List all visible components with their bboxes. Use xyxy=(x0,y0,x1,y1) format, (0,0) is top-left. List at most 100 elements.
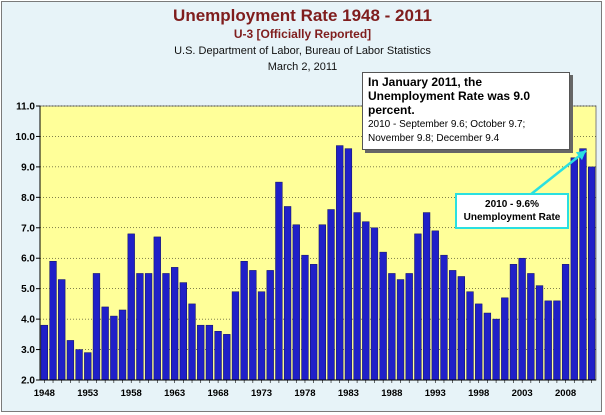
callout-arrow xyxy=(529,149,587,196)
bar xyxy=(561,264,570,381)
bar xyxy=(518,257,526,381)
bar xyxy=(171,267,179,381)
callout-january-2011: In January 2011, the Unemployment Rate w… xyxy=(362,72,570,150)
x-tick-label: 1958 xyxy=(121,388,142,399)
bar xyxy=(257,291,266,381)
x-tick-label: 1953 xyxy=(77,388,98,399)
y-tick-label: 6.0 xyxy=(21,254,35,265)
bar xyxy=(570,157,578,381)
bar xyxy=(205,324,214,381)
bar xyxy=(153,236,161,381)
callout-main-heading: In January 2011, the Unemployment Rate w… xyxy=(368,75,531,117)
callout-small-line1: 2010 - 9.6% xyxy=(485,199,539,210)
y-tick-label: 3.0 xyxy=(21,345,35,356)
bar xyxy=(318,224,326,381)
bar xyxy=(535,285,544,381)
x-tick-label: 1968 xyxy=(208,388,229,399)
bar xyxy=(336,145,344,381)
bar xyxy=(353,212,361,381)
bar xyxy=(588,166,596,381)
y-tick-label: 2.0 xyxy=(21,376,35,387)
callout-2010-rate: 2010 - 9.6% Unemployment Rate xyxy=(455,193,569,229)
x-tick-label: 1993 xyxy=(425,388,446,399)
y-tick-label: 10.0 xyxy=(16,132,36,143)
bar xyxy=(92,273,101,381)
bar xyxy=(344,148,353,381)
bar xyxy=(449,270,457,381)
y-tick-label: 11.0 xyxy=(16,102,35,113)
callout-main-detail: 2010 - September 9.6; October 9.7; Novem… xyxy=(368,119,526,144)
bar xyxy=(292,224,300,381)
bar xyxy=(579,148,587,381)
y-tick-label: 5.0 xyxy=(21,284,35,295)
x-tick-label: 1948 xyxy=(34,388,55,399)
chart-source: U.S. Department of Labor, Bureau of Labo… xyxy=(174,45,431,57)
bar xyxy=(396,279,405,381)
bar xyxy=(501,297,509,381)
bar xyxy=(431,230,439,381)
bar xyxy=(370,227,379,381)
bar xyxy=(118,309,127,381)
bar xyxy=(553,300,561,381)
x-tick-label: 1978 xyxy=(294,388,315,399)
bar xyxy=(231,291,240,381)
x-tick-label: 1973 xyxy=(251,388,272,399)
x-tick-label: 1988 xyxy=(381,388,402,399)
x-tick-label: 1983 xyxy=(338,388,359,399)
x-tick-label: 2008 xyxy=(555,388,576,399)
bar xyxy=(144,273,153,381)
bar xyxy=(440,254,448,381)
bar xyxy=(527,273,535,381)
y-tick-label: 9.0 xyxy=(21,162,35,173)
bar xyxy=(422,212,431,381)
bar xyxy=(544,300,552,381)
bar xyxy=(162,273,170,381)
bar xyxy=(509,264,518,381)
bar xyxy=(405,273,413,381)
chart-date: March 2, 2011 xyxy=(267,61,338,73)
bar xyxy=(110,315,118,381)
y-tick-label: 7.0 xyxy=(21,223,35,234)
bar xyxy=(483,312,492,381)
bar xyxy=(301,254,309,381)
chart-title: Unemployment Rate 1948 - 2011 xyxy=(173,6,432,25)
bar xyxy=(414,233,422,381)
bar xyxy=(275,181,283,381)
x-tick-label: 2003 xyxy=(512,388,533,399)
bar xyxy=(310,264,318,381)
bar xyxy=(179,282,187,381)
bar xyxy=(327,209,335,381)
bar xyxy=(40,324,48,381)
bar xyxy=(214,331,222,381)
bars xyxy=(40,145,596,381)
callout-small-line2: Unemployment Rate xyxy=(463,212,561,223)
bar xyxy=(127,233,135,381)
bar xyxy=(84,352,92,381)
bar xyxy=(188,303,196,381)
y-axis: 2.0 3.0 4.0 5.0 6.0 7.0 8.0 9.0 10.0 11.0 xyxy=(16,102,41,387)
bar xyxy=(283,206,292,381)
bar xyxy=(475,303,483,381)
chart-subtitle: U-3 [Officially Reported] xyxy=(233,27,372,41)
bar xyxy=(58,279,66,381)
bar xyxy=(457,276,465,381)
y-tick-label: 4.0 xyxy=(21,315,35,326)
bar xyxy=(492,318,500,381)
bar xyxy=(388,273,396,381)
bar xyxy=(66,340,75,381)
bar xyxy=(466,291,474,381)
bar xyxy=(379,251,387,381)
bar xyxy=(75,349,83,381)
bar xyxy=(136,273,144,381)
x-tick-label: 1963 xyxy=(164,388,185,399)
bar xyxy=(223,334,231,381)
bar xyxy=(101,306,109,381)
x-tick-label: 1998 xyxy=(468,388,489,399)
bar xyxy=(197,324,205,381)
bar xyxy=(362,221,370,381)
bar xyxy=(240,261,248,381)
bar xyxy=(49,261,57,381)
x-axis: 1948 1953 1958 1963 1968 1973 1978 1983 1988 1993… xyxy=(34,379,596,399)
y-tick-label: 8.0 xyxy=(21,193,35,204)
